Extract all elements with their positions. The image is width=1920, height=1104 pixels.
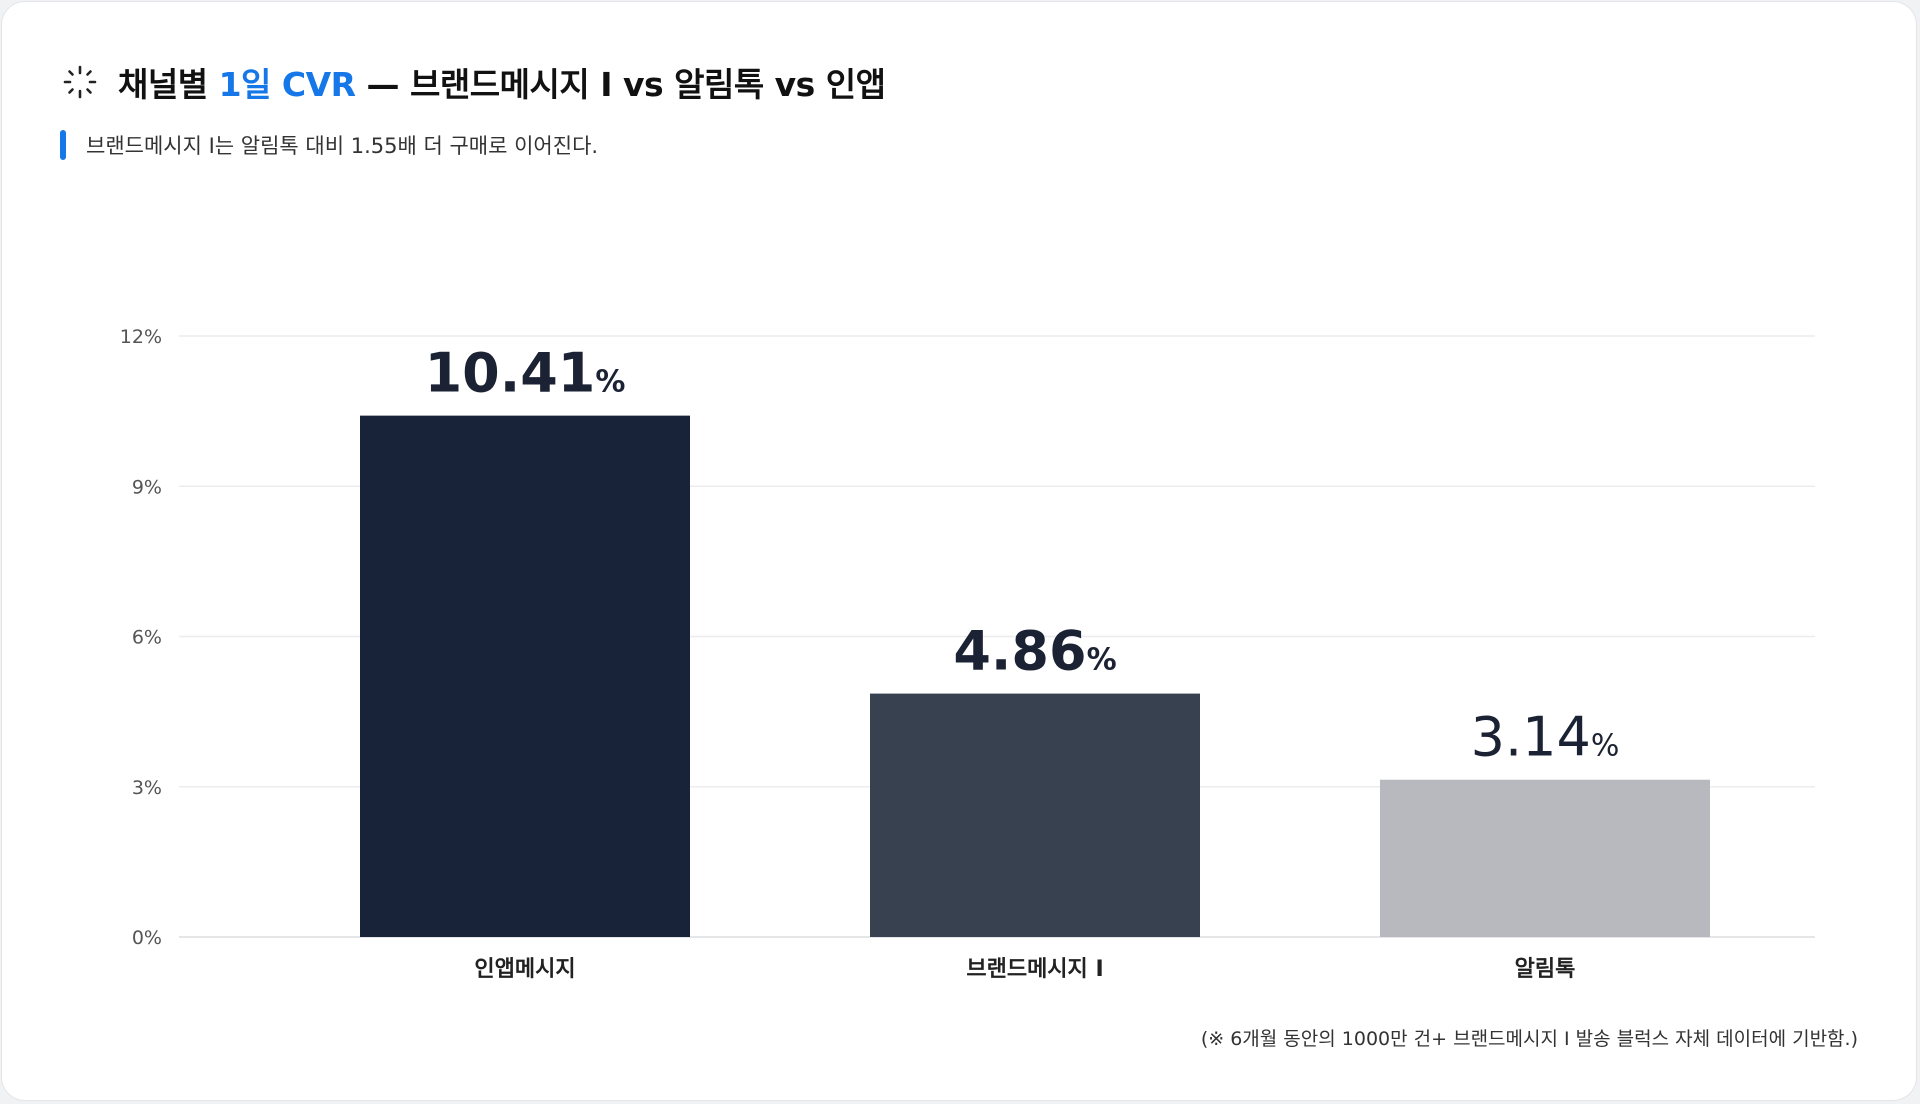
bar bbox=[870, 693, 1200, 937]
title-prefix: 채널별 bbox=[118, 65, 219, 104]
subtitle-text: 브랜드메시지 I는 알림톡 대비 1.55배 더 구매로 이어진다. bbox=[86, 134, 599, 158]
data-label: 4.86% bbox=[953, 620, 1116, 683]
title-accent: 1일 CVR bbox=[218, 65, 356, 104]
page-title: 채널별 1일 CVR — 브랜드메시지 I vs 알림톡 vs 인앱 bbox=[118, 58, 886, 106]
bar bbox=[360, 415, 690, 937]
sparkle-icon bbox=[63, 65, 97, 99]
x-tick-label: 알림톡 bbox=[1515, 957, 1576, 982]
y-tick-label: 9% bbox=[132, 476, 162, 498]
subtitle-accent-bar bbox=[60, 130, 66, 160]
subtitle: 브랜드메시지 I는 알림톡 대비 1.55배 더 구매로 이어진다. bbox=[60, 130, 598, 160]
footnote: (※ 6개월 동안의 1000만 건+ 브랜드메시지 I 발송 블럭스 자체 데… bbox=[1200, 1028, 1858, 1050]
data-label: 10.41% bbox=[425, 342, 626, 405]
bar bbox=[1380, 779, 1710, 937]
title-suffix: — 브랜드메시지 I vs 알림톡 vs 인앱 bbox=[355, 65, 886, 104]
chart-header: 채널별 1일 CVR — 브랜드메시지 I vs 알림톡 vs 인앱 bbox=[62, 58, 886, 106]
x-tick-label: 인앱메시지 bbox=[474, 957, 575, 982]
y-tick-label: 12% bbox=[120, 326, 162, 348]
y-tick-label: 0% bbox=[132, 927, 162, 949]
data-label: 3.14% bbox=[1471, 706, 1620, 769]
y-tick-label: 3% bbox=[132, 777, 162, 799]
x-tick-label: 브랜드메시지 I bbox=[966, 957, 1103, 982]
y-tick-label: 6% bbox=[132, 627, 162, 649]
